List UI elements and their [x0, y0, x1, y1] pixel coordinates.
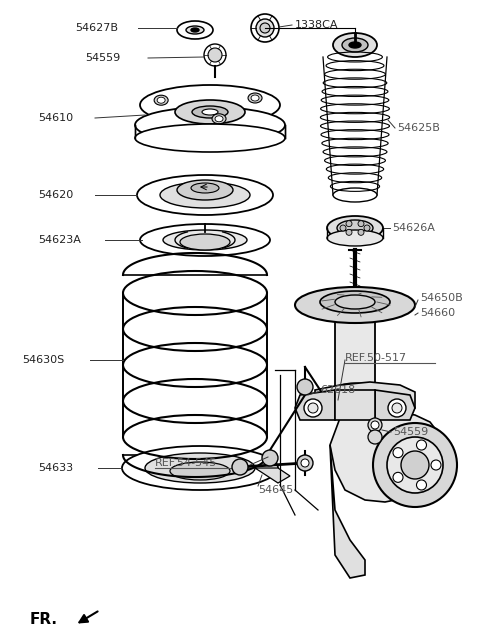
Circle shape [208, 48, 222, 62]
Ellipse shape [333, 33, 377, 57]
Circle shape [393, 447, 403, 458]
Ellipse shape [202, 109, 218, 115]
Circle shape [417, 480, 427, 490]
Ellipse shape [327, 216, 383, 240]
Circle shape [346, 221, 352, 227]
Ellipse shape [175, 100, 245, 124]
Text: 54610: 54610 [38, 113, 73, 123]
Circle shape [431, 460, 441, 470]
Text: 54660: 54660 [420, 308, 455, 318]
Circle shape [204, 44, 226, 66]
Text: 54645: 54645 [258, 485, 293, 495]
Text: 1338CA: 1338CA [295, 20, 338, 30]
Ellipse shape [170, 462, 230, 480]
Ellipse shape [163, 230, 247, 250]
Ellipse shape [320, 291, 390, 313]
Ellipse shape [140, 224, 270, 256]
Ellipse shape [333, 188, 377, 202]
Circle shape [371, 421, 379, 429]
Circle shape [232, 459, 248, 475]
Ellipse shape [145, 453, 255, 483]
Ellipse shape [157, 97, 165, 103]
Circle shape [387, 437, 443, 493]
Polygon shape [315, 382, 415, 420]
Polygon shape [375, 390, 415, 420]
Ellipse shape [212, 114, 226, 124]
Circle shape [392, 403, 402, 413]
Circle shape [304, 399, 322, 417]
Text: 54623A: 54623A [38, 235, 81, 245]
Ellipse shape [140, 85, 280, 125]
Circle shape [297, 455, 313, 471]
Ellipse shape [177, 180, 233, 200]
Ellipse shape [191, 28, 199, 32]
Text: 54559: 54559 [393, 427, 428, 437]
Ellipse shape [137, 175, 273, 215]
Polygon shape [330, 445, 365, 578]
Text: 54633: 54633 [38, 463, 73, 473]
Polygon shape [330, 412, 445, 502]
Ellipse shape [335, 295, 375, 309]
Text: 54559: 54559 [85, 53, 120, 63]
Circle shape [417, 440, 427, 450]
Polygon shape [295, 390, 335, 420]
Ellipse shape [122, 446, 278, 490]
Ellipse shape [251, 95, 259, 101]
Circle shape [340, 225, 346, 231]
Circle shape [368, 430, 382, 444]
Ellipse shape [180, 234, 230, 250]
Circle shape [388, 399, 406, 417]
Circle shape [358, 221, 364, 227]
Ellipse shape [335, 298, 375, 312]
Ellipse shape [192, 106, 228, 118]
Text: FR.: FR. [30, 612, 58, 627]
Text: 54620: 54620 [38, 190, 73, 200]
Ellipse shape [335, 383, 375, 397]
Ellipse shape [215, 116, 223, 122]
Bar [335, 390, 375, 420]
Ellipse shape [337, 220, 373, 236]
Text: 54627B: 54627B [75, 23, 118, 33]
Ellipse shape [295, 287, 415, 323]
Circle shape [401, 451, 429, 479]
Circle shape [256, 19, 274, 37]
Ellipse shape [154, 95, 168, 105]
Ellipse shape [342, 38, 368, 52]
Text: 54626A: 54626A [392, 223, 435, 233]
Ellipse shape [177, 21, 213, 39]
Circle shape [260, 23, 270, 33]
Polygon shape [255, 468, 290, 483]
Text: REF.54-545: REF.54-545 [155, 458, 217, 468]
Circle shape [368, 418, 382, 432]
Bar [335, 305, 375, 390]
Circle shape [297, 379, 313, 395]
Circle shape [393, 472, 403, 483]
Text: 62618: 62618 [320, 385, 355, 395]
Circle shape [308, 403, 318, 413]
Ellipse shape [248, 93, 262, 103]
Ellipse shape [135, 124, 285, 152]
Text: 54650B: 54650B [420, 293, 463, 303]
Circle shape [373, 423, 457, 507]
Circle shape [262, 450, 278, 466]
Circle shape [251, 14, 279, 42]
Text: 54625B: 54625B [397, 123, 440, 133]
Ellipse shape [327, 230, 383, 246]
Ellipse shape [191, 183, 219, 193]
Circle shape [301, 459, 309, 467]
Ellipse shape [349, 42, 361, 48]
Ellipse shape [186, 26, 204, 34]
Circle shape [346, 229, 352, 236]
Ellipse shape [135, 107, 285, 143]
Ellipse shape [160, 182, 250, 208]
Circle shape [364, 225, 370, 231]
Text: 54630S: 54630S [22, 355, 64, 365]
Circle shape [358, 229, 364, 236]
Text: REF.50-517: REF.50-517 [345, 353, 407, 363]
